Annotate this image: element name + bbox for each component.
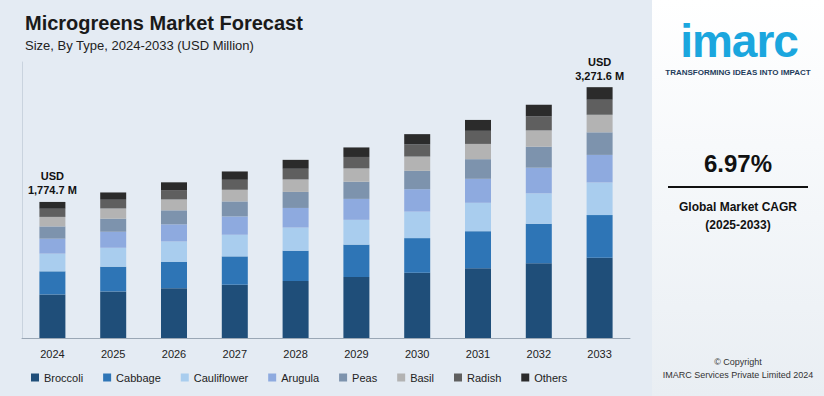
svg-text:USD: USD (588, 56, 611, 68)
svg-text:Broccoli: Broccoli (44, 372, 83, 384)
svg-text:2032: 2032 (527, 348, 551, 360)
html-text:(2025-2033): (2025-2033) (705, 218, 771, 232)
html-text:Global Market CAGR: Global Market CAGR (679, 200, 797, 214)
svg-text:2026: 2026 (162, 348, 186, 360)
svg-text:Arugula: Arugula (281, 372, 320, 384)
svg-text:2029: 2029 (344, 348, 368, 360)
svg-text:Microgreens Market Forecast: Microgreens Market Forecast (25, 12, 303, 34)
svg-text:USD: USD (41, 170, 64, 182)
svg-text:1,774.7 M: 1,774.7 M (28, 184, 77, 196)
html-text:imarc: imarc (680, 15, 798, 67)
html-text:6.97%: 6.97% (704, 150, 772, 177)
svg-text:Radish: Radish (467, 372, 501, 384)
html-text:© Copyright: © Copyright (714, 357, 762, 367)
svg-text:Basil: Basil (410, 372, 434, 384)
svg-text:2028: 2028 (283, 348, 307, 360)
svg-text:Cabbage: Cabbage (116, 372, 161, 384)
svg-text:2025: 2025 (101, 348, 125, 360)
svg-text:3,271.6 M: 3,271.6 M (575, 70, 624, 82)
html-text:IMARC Services Private Limited: IMARC Services Private Limited 2024 (662, 370, 814, 380)
svg-text:2030: 2030 (405, 348, 429, 360)
svg-text:2031: 2031 (466, 348, 490, 360)
svg-text:2027: 2027 (223, 348, 247, 360)
svg-text:2033: 2033 (587, 348, 611, 360)
svg-text:Peas: Peas (352, 372, 378, 384)
svg-text:Others: Others (534, 372, 568, 384)
svg-text:Cauliflower: Cauliflower (194, 372, 249, 384)
html-text:TRANSFORMING IDEAS INTO IMPACT: TRANSFORMING IDEAS INTO IMPACT (665, 68, 811, 77)
svg-text:Size, By Type, 2024-2033 (USD: Size, By Type, 2024-2033 (USD Million) (25, 38, 254, 53)
svg-text:2024: 2024 (40, 348, 64, 360)
